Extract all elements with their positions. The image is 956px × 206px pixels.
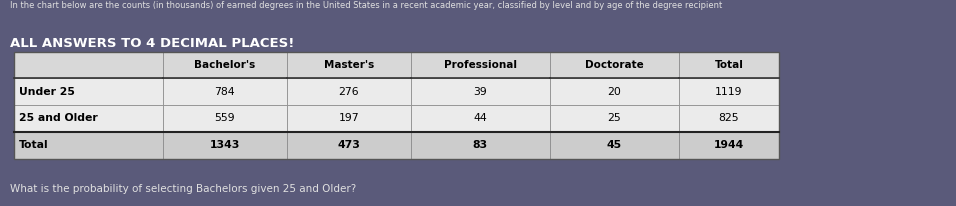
Text: 20: 20 (607, 87, 621, 97)
Text: 39: 39 (473, 87, 488, 97)
Text: 44: 44 (473, 114, 488, 123)
Text: Total: Total (19, 140, 49, 150)
Text: 473: 473 (337, 140, 360, 150)
Text: ALL ANSWERS TO 4 DECIMAL PLACES!: ALL ANSWERS TO 4 DECIMAL PLACES! (10, 37, 293, 50)
Text: 1119: 1119 (715, 87, 743, 97)
Text: 1343: 1343 (209, 140, 240, 150)
Text: 45: 45 (607, 140, 621, 150)
Text: 784: 784 (214, 87, 235, 97)
Text: 25 and Older: 25 and Older (19, 114, 98, 123)
Text: Professional: Professional (444, 60, 517, 70)
Text: 197: 197 (338, 114, 359, 123)
Text: Total: Total (714, 60, 744, 70)
Text: 559: 559 (214, 114, 235, 123)
Text: 1944: 1944 (714, 140, 744, 150)
Text: 276: 276 (338, 87, 359, 97)
Text: 825: 825 (719, 114, 739, 123)
Text: Bachelor's: Bachelor's (194, 60, 255, 70)
Text: 83: 83 (473, 140, 488, 150)
Text: Master's: Master's (324, 60, 374, 70)
Text: Doctorate: Doctorate (585, 60, 643, 70)
Text: What is the probability of selecting Bachelors given 25 and Older?: What is the probability of selecting Bac… (10, 184, 356, 194)
Text: Under 25: Under 25 (19, 87, 75, 97)
Text: 25: 25 (607, 114, 621, 123)
Text: In the chart below are the counts (in thousands) of earned degrees in the United: In the chart below are the counts (in th… (10, 1, 722, 10)
